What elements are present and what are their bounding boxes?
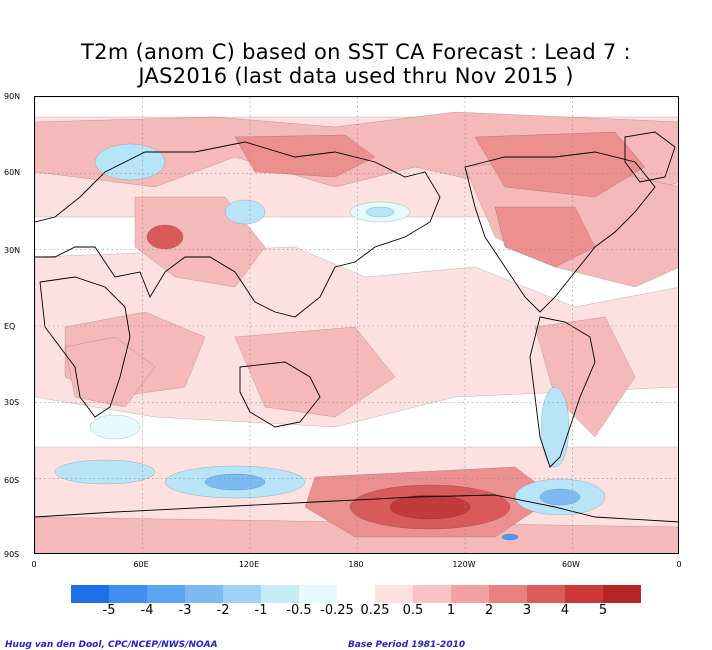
colorbar-swatch — [71, 585, 109, 603]
colorbar-swatch — [375, 585, 413, 603]
anomaly-region-southern-indian-cool — [54, 459, 156, 485]
colorbar-label: 4 — [560, 603, 570, 618]
colorbar-label: -5 — [102, 603, 116, 618]
colorbar-swatch — [565, 585, 603, 603]
anomaly-region-south-america-warm-mid — [534, 316, 636, 438]
lon-label-60e: 60E — [133, 560, 149, 569]
anomaly-region-weddell-cool-strong — [539, 488, 581, 506]
lon-label-120e: 120E — [238, 560, 260, 569]
lat-label-30n: 30N — [4, 246, 21, 255]
colorbar-label: -0.5 — [286, 603, 312, 618]
lat-label-60n: 60N — [4, 168, 21, 177]
coastline-north-america — [464, 151, 656, 313]
lat-label-30s: 30S — [4, 398, 20, 407]
anomaly-region-south-america-cool — [540, 386, 570, 468]
anomaly-region-maritime-warm-mid — [234, 326, 396, 418]
anomaly-region-nw-siberia-cool — [94, 143, 166, 181]
lat-label-90s: 90S — [4, 550, 20, 559]
colorbar-swatch — [109, 585, 147, 603]
anomaly-region-southern-ocean-warm-max — [389, 494, 471, 520]
coastline-antarctica — [35, 494, 678, 523]
anomaly-shading — [35, 97, 678, 553]
coastline-australia — [239, 361, 321, 428]
map-title-line2: JAS2016 (last data used thru Nov 2015 ) — [138, 64, 574, 88]
colorbar-swatch — [603, 585, 641, 603]
credit-text: Huug van den Dool, CPC/NCEP/NWS/NOAA — [5, 640, 218, 650]
anomaly-region-south-australia-cool-strong — [204, 473, 266, 491]
anomaly-region-north-pacific-west-cool — [224, 199, 266, 225]
colorbar-label: -3 — [178, 603, 192, 618]
coastlines — [35, 131, 678, 523]
colorbar-label: -0.25 — [320, 603, 354, 618]
anomaly-region-north-pacific-cool — [365, 206, 395, 218]
colorbar-swatch — [299, 585, 337, 603]
colorbar-label: 1 — [446, 603, 456, 618]
colorbar-swatch — [223, 585, 261, 603]
colorbar-label: 5 — [598, 603, 608, 618]
anomaly-map — [34, 96, 679, 554]
colorbar-label: 3 — [522, 603, 532, 618]
anomaly-region-nw-canada-warm-strong — [474, 131, 646, 198]
colorbar-label: 2 — [484, 603, 494, 618]
colorbar-swatch — [337, 585, 375, 603]
colorbar-swatch — [489, 585, 527, 603]
colorbar-swatch — [413, 585, 451, 603]
coastline-eurasia — [35, 141, 441, 318]
map-title-line1: T2m (anom C) based on SST CA Forecast : … — [81, 40, 631, 64]
lat-label-60s: 60S — [4, 476, 20, 485]
colorbar-swatch — [527, 585, 565, 603]
colorbar-label: -4 — [140, 603, 154, 618]
colorbar-label: 0.25 — [360, 603, 390, 618]
colorbar-label: -1 — [254, 603, 268, 618]
coastline-south-america — [529, 316, 596, 468]
lat-label-eq: EQ — [4, 322, 16, 331]
lon-label-60w: 60W — [561, 560, 581, 569]
colorbar-swatch — [261, 585, 299, 603]
anomaly-region-pole-neutral — [35, 97, 678, 118]
lon-label-120w: 120W — [452, 560, 476, 569]
colorbar — [71, 585, 641, 603]
anomaly-region-indian-ocean-cool — [89, 414, 141, 440]
anomaly-region-middle-east-warm-very-strong — [146, 224, 184, 250]
colorbar-swatch — [147, 585, 185, 603]
lon-label-0-right: 0 — [676, 560, 682, 569]
colorbar-swatch — [185, 585, 223, 603]
colorbar-swatch — [451, 585, 489, 603]
anomaly-region-ross-cool-max — [501, 533, 519, 541]
anomaly-region-south-africa-warm-mid — [64, 336, 156, 408]
coastline-africa — [39, 276, 131, 418]
base-period-text: Base Period 1981-2010 — [348, 640, 466, 650]
anomaly-map-canvas — [35, 97, 678, 553]
lon-label-180: 180 — [348, 560, 364, 569]
coastline-greenland — [624, 131, 676, 183]
anomaly-region-usa-warm-strong — [494, 206, 596, 268]
colorbar-label: 0.5 — [402, 603, 424, 618]
lat-label-90n: 90N — [4, 92, 21, 101]
colorbar-label: -2 — [216, 603, 230, 618]
lon-label-0-left: 0 — [31, 560, 37, 569]
